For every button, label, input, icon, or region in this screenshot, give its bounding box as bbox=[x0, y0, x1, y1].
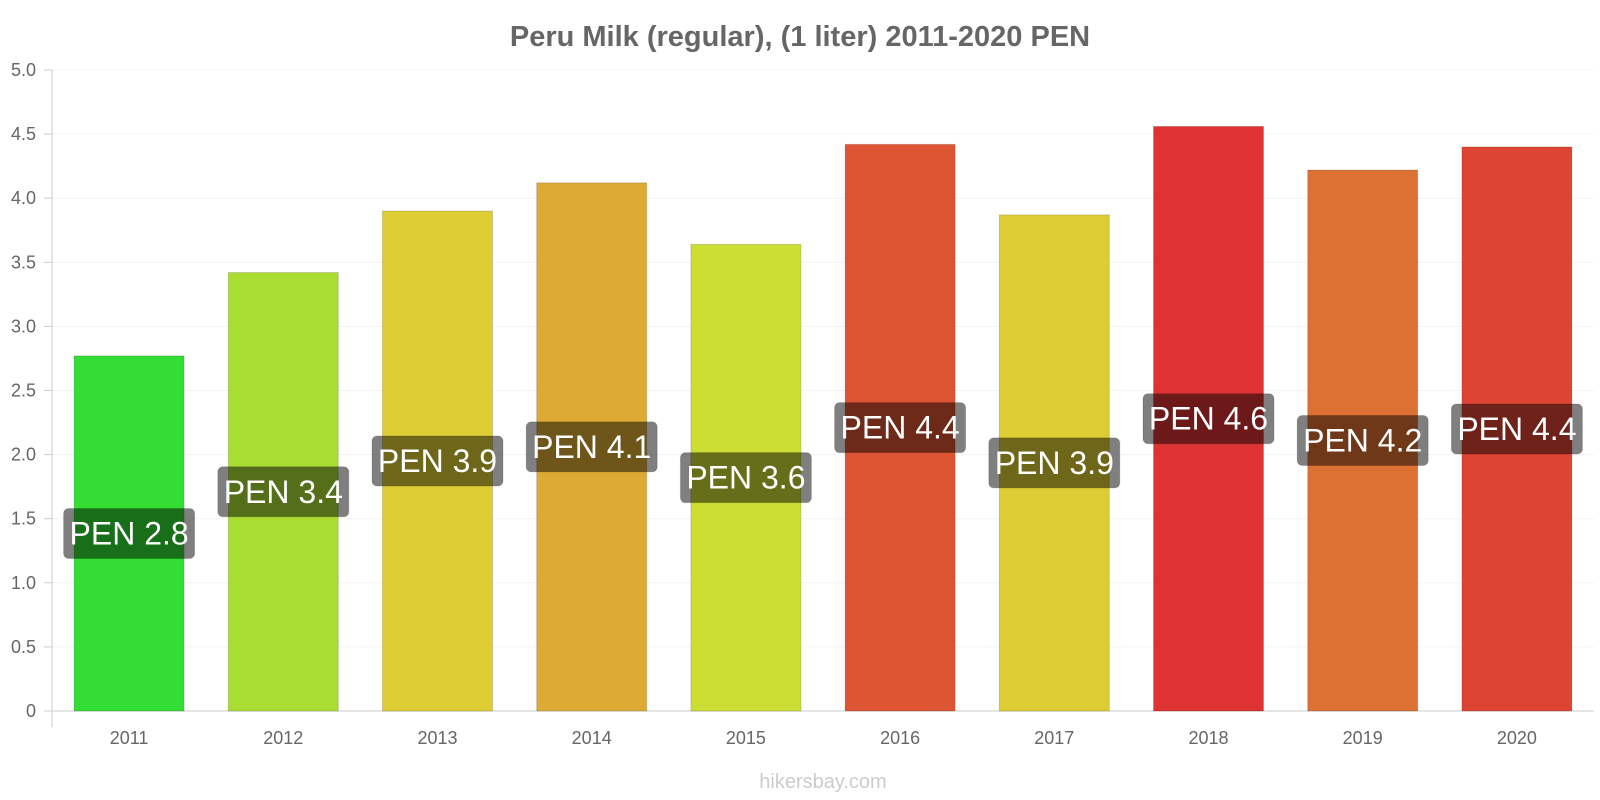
data-label-box bbox=[834, 402, 967, 454]
data-label-box bbox=[371, 435, 504, 487]
x-tick-label: 2011 bbox=[110, 728, 149, 748]
x-tick-label: 2014 bbox=[572, 728, 612, 748]
y-tick-labels: 0 0.5 1.0 1.5 2.0 2.5 3.0 3.5 4.0 4.5 5.0 bbox=[11, 60, 52, 721]
data-label: PEN 3.9 bbox=[995, 445, 1114, 481]
y-tick-label: 2.0 bbox=[11, 445, 36, 465]
data-label-box bbox=[1450, 403, 1583, 455]
data-label-box bbox=[988, 437, 1121, 489]
x-tick-labels: 2011 2012 2013 2014 2015 2016 2017 2018 2019 2020 bbox=[110, 728, 1537, 748]
x-tick-label: 2018 bbox=[1188, 728, 1228, 748]
data-label-box bbox=[1142, 393, 1275, 445]
x-tick-label: 2012 bbox=[263, 728, 303, 748]
x-tick-label: 2020 bbox=[1497, 728, 1537, 748]
y-tick-label: 0.5 bbox=[11, 637, 36, 657]
data-label: PEN 4.2 bbox=[1303, 422, 1422, 458]
y-tick-label: 0 bbox=[26, 701, 36, 721]
data-label: PEN 2.8 bbox=[70, 515, 189, 551]
x-tick-label: 2015 bbox=[726, 728, 766, 748]
data-label: PEN 4.1 bbox=[532, 429, 651, 465]
data-label: PEN 4.4 bbox=[1457, 411, 1576, 447]
y-tick-label: 1.0 bbox=[11, 573, 36, 593]
x-tick-label: 2016 bbox=[880, 728, 920, 748]
data-label: PEN 4.4 bbox=[841, 410, 960, 446]
y-tick-label: 4.0 bbox=[11, 188, 36, 208]
y-tick-label: 5.0 bbox=[11, 60, 36, 80]
data-label-box bbox=[679, 452, 812, 504]
data-label: PEN 3.9 bbox=[378, 443, 497, 479]
data-label-box bbox=[1296, 414, 1429, 466]
y-tick-label: 3.0 bbox=[11, 316, 36, 336]
watermark: hikersbay.com bbox=[759, 771, 886, 793]
data-label: PEN 3.6 bbox=[686, 460, 805, 496]
x-tick-label: 2017 bbox=[1034, 728, 1074, 748]
y-tick-label: 3.5 bbox=[11, 252, 36, 272]
data-label-box bbox=[217, 466, 350, 518]
data-label-box bbox=[63, 507, 196, 559]
y-tick-label: 1.5 bbox=[11, 509, 36, 529]
data-label: PEN 3.4 bbox=[224, 474, 343, 510]
x-tick-label: 2013 bbox=[417, 728, 457, 748]
x-tick-label: 2019 bbox=[1343, 728, 1383, 748]
chart-title: Peru Milk (regular), (1 liter) 2011-2020… bbox=[510, 21, 1090, 53]
data-labels: PEN 2.8 PEN 3.4 PEN 3.9 PEN 4.1 PEN 3.6 PEN 4… bbox=[63, 393, 1583, 559]
y-tick-label: 4.5 bbox=[11, 124, 36, 144]
data-label: PEN 4.6 bbox=[1149, 401, 1268, 437]
y-tick-label: 2.5 bbox=[11, 381, 36, 401]
data-label-box bbox=[525, 421, 658, 473]
